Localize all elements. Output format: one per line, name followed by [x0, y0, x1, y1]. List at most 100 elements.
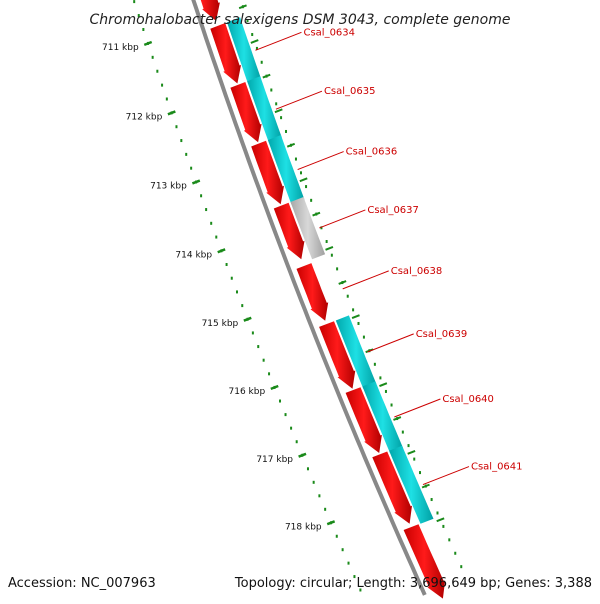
- guide-dot: [413, 457, 416, 461]
- gene-label[interactable]: Csal_0640: [442, 394, 494, 405]
- gene-label[interactable]: Csal_0637: [367, 205, 419, 216]
- ruler-dot: [335, 534, 338, 538]
- guide-tick: [421, 483, 430, 489]
- gene-label[interactable]: Csal_0636: [346, 147, 398, 158]
- label-leader-line: [275, 90, 323, 110]
- guide-dot: [336, 267, 339, 271]
- ruler-tick: [167, 110, 176, 116]
- ruler-tick: [217, 248, 226, 254]
- label-leader-line: [319, 209, 366, 229]
- gene-arrow: [210, 23, 241, 84]
- label-leader-line: [394, 398, 441, 418]
- ruler-tick: [143, 40, 153, 47]
- guide-dot: [454, 551, 457, 555]
- guide-tick: [286, 142, 296, 148]
- ruler-dot: [215, 235, 218, 239]
- ruler-tick: [298, 452, 307, 458]
- gene-arrow: [273, 202, 305, 260]
- ruler-dot: [156, 69, 159, 73]
- ruler-dot: [175, 125, 178, 129]
- guide-dot: [299, 171, 302, 175]
- guide-dot: [436, 511, 439, 515]
- ruler-tick: [326, 520, 336, 526]
- guide-dot: [379, 376, 382, 380]
- ruler-tick: [270, 384, 279, 391]
- guide-tick: [351, 314, 360, 320]
- guide-tick: [325, 245, 334, 251]
- guide-dot: [373, 362, 376, 366]
- ruler-dot: [137, 14, 140, 18]
- ruler-dot: [165, 97, 168, 101]
- guide-tick: [238, 4, 247, 10]
- guide-dot: [362, 335, 365, 339]
- ruler-tick-label: 718 kbp: [285, 522, 322, 532]
- guide-dot: [251, 33, 254, 37]
- ruler-dot: [241, 304, 244, 308]
- guide-dot: [384, 389, 387, 393]
- guide-dot: [448, 538, 451, 542]
- guide-tick: [312, 211, 321, 217]
- gene-label[interactable]: Csal_0641: [471, 462, 523, 473]
- ruler-tick: [191, 179, 201, 185]
- ruler-tick: [243, 316, 252, 322]
- guide-dot: [419, 471, 422, 475]
- gene-label[interactable]: Csal_0638: [391, 266, 443, 277]
- gene-arrow: [319, 321, 356, 389]
- ruler-tick-label: 715 kbp: [202, 319, 239, 329]
- backbone-layer: [191, 0, 427, 596]
- ruler-dot: [151, 55, 154, 59]
- gene-label[interactable]: Csal_0634: [303, 27, 355, 38]
- label-leader-line: [297, 151, 344, 170]
- label-leader-line: [342, 270, 389, 290]
- guide-tick: [407, 449, 416, 455]
- guide-dot: [346, 294, 349, 298]
- guide-dot: [260, 60, 263, 64]
- ruler-dot: [279, 399, 282, 403]
- guide-dot: [310, 198, 313, 202]
- ruler-tick-label: 712 kbp: [126, 112, 163, 122]
- ruler-dot: [161, 83, 164, 87]
- ruler-dot: [200, 194, 203, 198]
- ruler-dot: [359, 588, 362, 592]
- guide-tick: [299, 177, 308, 183]
- guide-dot: [275, 102, 278, 106]
- ruler-dot: [185, 152, 188, 156]
- ruler-dot: [347, 561, 350, 565]
- guide-dot: [294, 157, 297, 161]
- gene-arrow: [296, 263, 329, 321]
- ruler-dot: [133, 0, 136, 4]
- guide-tick: [379, 382, 388, 388]
- gene-arrow: [251, 140, 284, 205]
- guide-dot: [255, 46, 258, 50]
- guide-dot: [246, 19, 249, 23]
- guide-dot: [325, 240, 328, 244]
- gene-label[interactable]: Csal_0635: [324, 86, 376, 97]
- guide-dot: [305, 185, 308, 189]
- ruler-dot: [190, 166, 193, 170]
- ruler-dot: [295, 440, 298, 444]
- ruler-dot: [262, 358, 265, 362]
- ruler-tick-label: 711 kbp: [102, 43, 139, 53]
- gene-label[interactable]: Csal_0639: [416, 329, 468, 340]
- ruler-tick-label: 717 kbp: [256, 455, 293, 465]
- ruler-dot: [268, 372, 271, 376]
- guide-tick: [393, 416, 402, 421]
- ruler-dot: [257, 345, 260, 349]
- ruler-dot: [235, 290, 238, 294]
- ruler-dot: [312, 480, 315, 484]
- guide-dot: [352, 308, 355, 312]
- label-leader-line: [255, 31, 302, 51]
- cds-band: [362, 381, 404, 454]
- guide-dot: [390, 403, 393, 407]
- cds-band: [290, 197, 326, 260]
- cds-band: [227, 17, 261, 84]
- gene-arrow: [230, 82, 262, 143]
- ruler-tick-label: 716 kbp: [229, 387, 266, 397]
- cds-band: [389, 445, 434, 524]
- ruler-dot: [341, 548, 344, 552]
- guide-tick: [262, 73, 271, 79]
- ruler-dot: [205, 208, 208, 212]
- gene-arrow: [372, 451, 412, 524]
- guide-dot: [407, 444, 410, 448]
